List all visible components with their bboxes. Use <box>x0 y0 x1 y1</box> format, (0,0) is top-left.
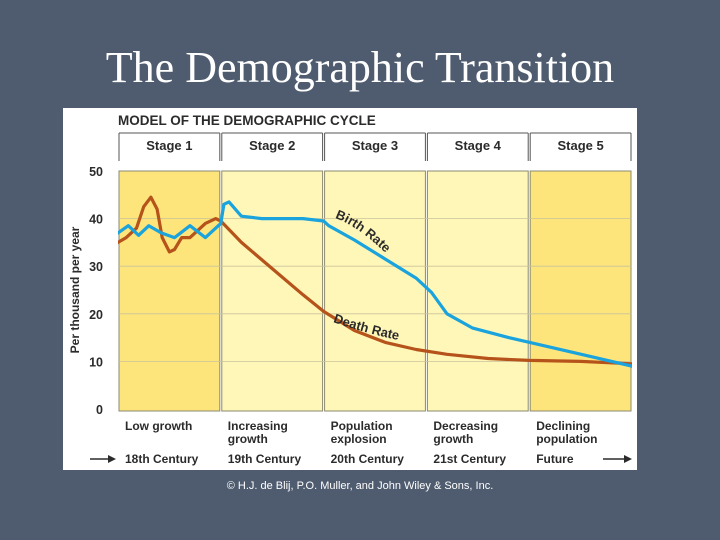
death-rate-line <box>118 195 632 366</box>
stage-description: explosion <box>331 432 387 446</box>
era-arrowhead-right <box>624 455 632 463</box>
era-label: 18th Century <box>125 452 199 466</box>
stage-label: Stage 4 <box>455 138 502 153</box>
y-tick-label: 10 <box>89 355 103 369</box>
slide-title: The Demographic Transition <box>105 43 615 92</box>
stage-description: growth <box>433 432 473 446</box>
stage-label: Stage 3 <box>352 138 398 153</box>
era-arrowhead-left <box>108 455 116 463</box>
stage-label: Stage 5 <box>557 138 603 153</box>
stage-descriptions: Low growth IncreasinggrowthPopulationexpl… <box>125 419 598 446</box>
stage-description: Low growth <box>125 419 192 433</box>
stage-description: Decreasing <box>433 419 498 433</box>
stage-label: Stage 1 <box>146 138 192 153</box>
stage-label: Stage 2 <box>249 138 295 153</box>
y-tick-label: 0 <box>96 403 103 417</box>
y-tick-label: 20 <box>89 308 103 322</box>
stage-band <box>529 170 632 412</box>
y-axis-ticks: 0 10 20 30 40 50 <box>89 165 103 417</box>
stage-band <box>426 170 529 412</box>
y-tick-label: 30 <box>89 260 103 274</box>
era-label: Future <box>536 452 574 466</box>
y-tick-label: 50 <box>89 165 103 179</box>
stage-band <box>324 170 426 412</box>
stage-description: Declining <box>536 419 590 433</box>
stage-description: Increasing <box>228 419 288 433</box>
era-label: 21st Century <box>433 452 506 466</box>
birth-rate-line <box>118 200 632 368</box>
stage-description: population <box>536 432 597 446</box>
stage-headers: Stage 1 Stage 2 Stage 3 Stage 4 Stage 5 <box>118 132 632 161</box>
era-timeline: 18th Century 19th Century 20th Century 21st… <box>90 452 632 466</box>
y-tick-label: 40 <box>89 213 103 227</box>
era-label: 20th Century <box>331 452 405 466</box>
stage-bands <box>118 170 632 412</box>
chart-title: MODEL OF THE DEMOGRAPHIC CYCLE <box>118 113 376 128</box>
chart-svg: MODEL OF THE DEMOGRAPHIC CYCLE Stage 1 St… <box>63 108 637 470</box>
era-label: 19th Century <box>228 452 302 466</box>
demographic-cycle-chart: MODEL OF THE DEMOGRAPHIC CYCLE Stage 1 St… <box>63 108 637 470</box>
stage-band <box>118 170 221 412</box>
stage-band <box>221 170 324 412</box>
stage-description: Population <box>331 419 393 433</box>
stage-description: growth <box>228 432 268 446</box>
y-axis-label: Per thousand per year <box>68 226 82 353</box>
copyright-credit: © H.J. de Blij, P.O. Muller, and John Wi… <box>226 480 494 492</box>
series-lines <box>118 195 632 368</box>
